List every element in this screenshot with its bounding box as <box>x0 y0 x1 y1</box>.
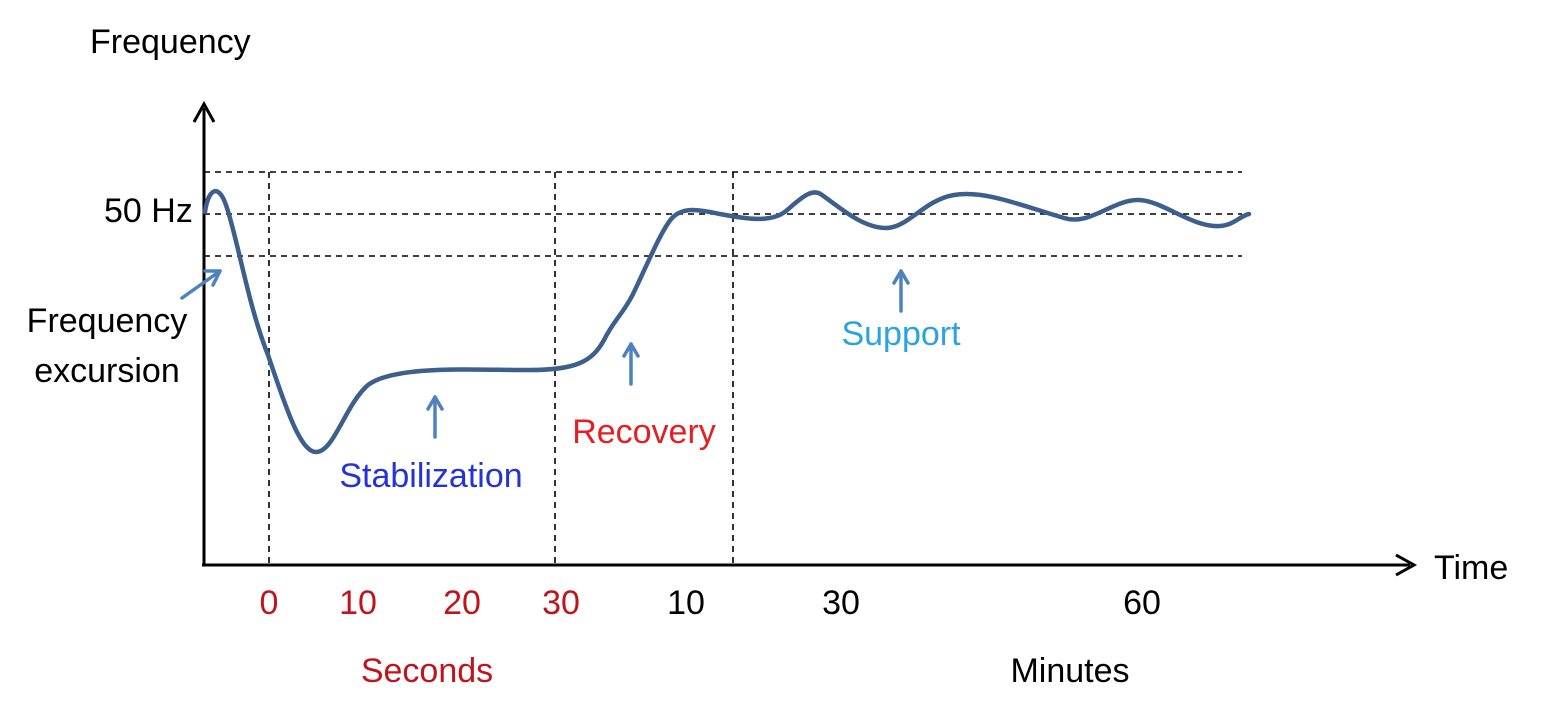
recovery-pointer-arrow <box>622 342 640 386</box>
frequency-excursion-label-line1: Frequency <box>27 302 188 340</box>
x-axis-label: Time <box>1434 549 1508 587</box>
frequency-curve <box>202 189 1252 455</box>
frequency-excursion-label-line2: excursion <box>34 352 180 390</box>
stabilization-label: Stabilization <box>339 457 522 495</box>
tick-label-seconds-10: 10 <box>339 584 377 622</box>
tick-label-minutes-60: 60 <box>1123 584 1161 622</box>
excursion-pointer-arrow <box>180 269 222 300</box>
minutes-unit-label: Minutes <box>1010 652 1129 690</box>
recovery-label: Recovery <box>572 413 716 451</box>
seconds-unit-label: Seconds <box>361 652 493 690</box>
stabilization-pointer-arrow <box>426 395 444 439</box>
tick-label-seconds-20: 20 <box>443 584 481 622</box>
y-axis-arrowhead <box>192 100 216 123</box>
tick-label-seconds-30: 30 <box>542 584 580 622</box>
support-label: Support <box>841 315 961 353</box>
tick-label-minutes-30: 30 <box>822 584 860 622</box>
tick-label-minutes-10: 10 <box>667 584 705 622</box>
support-pointer-arrow <box>892 269 910 313</box>
tick-label-seconds-0: 0 <box>260 584 279 622</box>
y-axis-label: Frequency <box>90 23 251 61</box>
nominal-frequency-label: 50 Hz <box>104 192 193 230</box>
x-axis-arrowhead <box>1395 553 1418 577</box>
